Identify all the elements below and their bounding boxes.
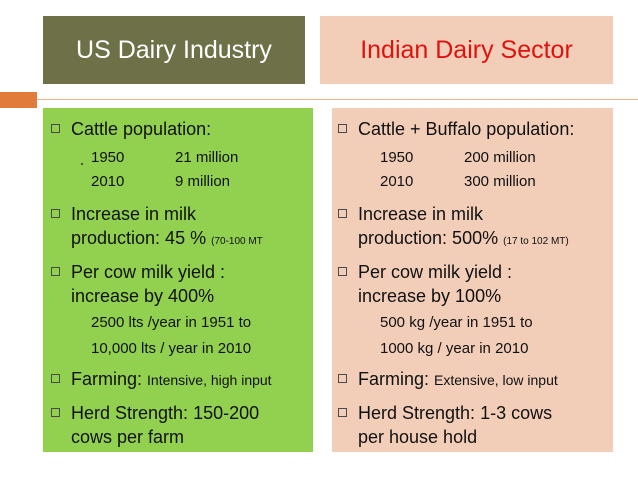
us-farming-value: Intensive, high input	[147, 372, 272, 388]
india-farming: Farming: Extensive, low input	[358, 368, 558, 391]
us-herd-line1: Herd Strength: 150-200	[71, 403, 260, 423]
india-milk-line1: Increase in milk	[358, 204, 484, 224]
us-cattle-value-1: 21 million	[175, 149, 239, 166]
india-yield-sub2: 1000 kg / year in 2010	[380, 340, 529, 357]
us-cattle-year-2: 2010	[91, 173, 125, 190]
india-milk-growth: production: 500%	[358, 228, 499, 248]
us-yield-line2: increase by 400%	[71, 286, 215, 306]
india-milk-line2: production: 500% (17 to 102 MT)	[358, 227, 569, 253]
us-cattle-label: Cattle population:	[71, 119, 212, 139]
bullet-square-icon	[51, 124, 60, 133]
us-panel: Cattle population: 1950 21 million 2010 …	[43, 108, 313, 452]
accent-rule-line	[37, 99, 638, 100]
india-yield-sub1: 500 kg /year in 1951 to	[380, 314, 533, 331]
india-farming-value: Extensive, low input	[434, 372, 558, 388]
india-cattle-year-1: 1950	[380, 149, 414, 166]
india-yield-line1: Per cow milk yield :	[358, 262, 513, 282]
us-yield-sub2: 10,000 lts / year in 2010	[91, 340, 252, 357]
us-yield-sub1: 2500 lts /year in 1951 to	[91, 314, 252, 331]
us-cattle-value-2: 9 million	[175, 173, 231, 190]
us-yield-line1: Per cow milk yield :	[71, 262, 226, 282]
india-milk-note: (17 to 102 MT)	[503, 236, 569, 247]
bullet-square-icon	[338, 209, 347, 218]
sub-bullet-icon	[81, 163, 83, 165]
india-yield-line2: increase by 100%	[358, 286, 502, 306]
us-farming-label: Farming:	[71, 369, 143, 389]
us-milk-growth: production: 45 %	[71, 228, 207, 248]
accent-rule-block	[0, 92, 37, 108]
us-milk-note: (70-100 MT	[211, 236, 263, 247]
bullet-square-icon	[51, 408, 60, 417]
us-milk-line2: production: 45 % (70-100 MT	[71, 227, 263, 253]
india-cattle-label: Cattle + Buffalo population:	[358, 119, 575, 139]
india-title: Indian Dairy Sector	[360, 35, 573, 64]
india-cattle-year-2: 2010	[380, 173, 414, 190]
bullet-square-icon	[51, 374, 60, 383]
us-herd-line2: cows per farm	[71, 427, 185, 447]
india-farming-label: Farming:	[358, 369, 430, 389]
bullet-square-icon	[338, 374, 347, 383]
india-header: Indian Dairy Sector	[320, 16, 613, 84]
bullet-square-icon	[51, 209, 60, 218]
bullet-square-icon	[338, 408, 347, 417]
bullet-square-icon	[338, 267, 347, 276]
india-herd-line2: per house hold	[358, 427, 478, 447]
india-cattle-value-1: 200 million	[464, 149, 536, 166]
us-title: US Dairy Industry	[76, 35, 272, 64]
us-header: US Dairy Industry	[43, 16, 305, 84]
bullet-square-icon	[338, 124, 347, 133]
india-herd-line1: Herd Strength: 1-3 cows	[358, 403, 553, 423]
us-farming: Farming: Intensive, high input	[71, 368, 272, 391]
india-cattle-value-2: 300 million	[464, 173, 536, 190]
us-cattle-year-1: 1950	[91, 149, 125, 166]
us-milk-line1: Increase in milk	[71, 204, 197, 224]
india-panel: Cattle + Buffalo population: 1950 200 mi…	[332, 108, 613, 452]
bullet-square-icon	[51, 267, 60, 276]
